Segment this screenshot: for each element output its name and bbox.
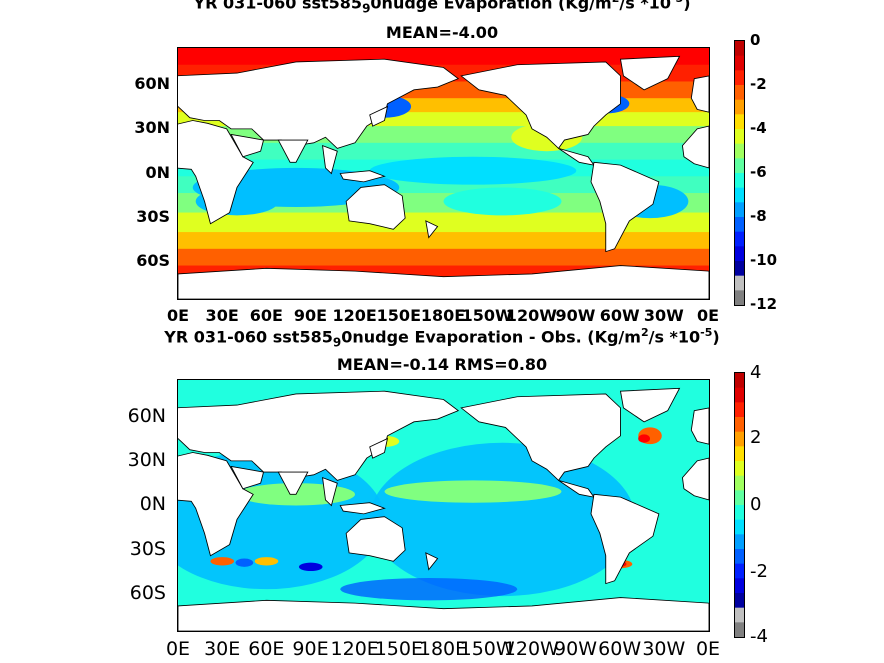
x-tick-label: 150W [459, 638, 515, 660]
colorbar-tick: -8 [750, 207, 767, 225]
colorbar-tick: -2 [750, 561, 768, 582]
x-tick-label: 0E [695, 638, 721, 660]
y-tick-label: 0N [139, 493, 166, 515]
colorbar-tick: -6 [750, 163, 767, 181]
x-tick-label: 120E [330, 638, 379, 660]
colorbar-tick: -2 [750, 75, 767, 93]
x-tick-label: 120E [332, 306, 377, 325]
colorbar-tick: 0 [750, 31, 761, 49]
x-tick-label: 90E [293, 306, 328, 325]
x-tick-label: 180E [418, 638, 468, 660]
colorbar [734, 40, 745, 306]
x-tick-label: 60E [249, 306, 283, 325]
map-plot [177, 47, 710, 300]
x-tick-label: 60W [599, 306, 640, 325]
colorbar [734, 372, 745, 638]
map-plot [177, 379, 710, 632]
chart-title: YR 031-060 sst58590nudge Evaporation - O… [164, 326, 720, 350]
y-tick-label: 60N [127, 405, 166, 427]
y-tick-label: 30N [127, 449, 166, 471]
x-tick-label: 60E [248, 638, 285, 660]
y-tick-label: 30S [136, 207, 170, 226]
y-tick-label: 60S [129, 582, 166, 604]
x-tick-label: 30E [204, 638, 241, 660]
colorbar-tick: 4 [750, 362, 762, 383]
x-tick-label: 150E [376, 306, 421, 325]
x-tick-label: 90W [554, 638, 597, 660]
x-tick-label: 0E [696, 306, 720, 325]
chart-subtitle: MEAN=-0.14 RMS=0.80 [336, 355, 548, 374]
colorbar-tick: -10 [750, 251, 778, 269]
y-tick-label: 60N [134, 74, 170, 93]
x-tick-label: 60W [598, 638, 642, 660]
x-tick-label: 90E [292, 638, 329, 660]
x-tick-label: 0E [166, 306, 190, 325]
colorbar-tick: -4 [750, 626, 768, 647]
colorbar-tick: 2 [750, 427, 762, 448]
chart-title: YR 031-060 sst58590nudge Evaporation (Kg… [193, 0, 691, 16]
y-tick-label: 30N [134, 118, 170, 137]
colorbar-tick: 0 [750, 494, 762, 515]
x-tick-label: 30E [205, 306, 239, 325]
x-tick-label: 180E [420, 306, 466, 325]
y-tick-label: 60S [136, 251, 170, 270]
x-tick-label: 90W [555, 306, 596, 325]
colorbar-tick: -12 [750, 295, 778, 313]
x-tick-label: 120W [505, 306, 557, 325]
colorbar-tick: -4 [750, 119, 767, 137]
chart-subtitle: MEAN=-4.00 [385, 23, 499, 42]
panel-evaporation: YR 031-060 sst58590nudge Evaporation (Kg… [0, 0, 884, 330]
y-tick-label: 30S [129, 538, 166, 560]
x-tick-label: 120W [503, 638, 559, 660]
x-tick-label: 30W [643, 306, 684, 325]
y-tick-label: 0N [145, 163, 170, 182]
x-tick-label: 30W [642, 638, 686, 660]
x-tick-label: 150W [461, 306, 513, 325]
x-tick-label: 150E [374, 638, 423, 660]
x-tick-label: 0E [165, 638, 191, 660]
